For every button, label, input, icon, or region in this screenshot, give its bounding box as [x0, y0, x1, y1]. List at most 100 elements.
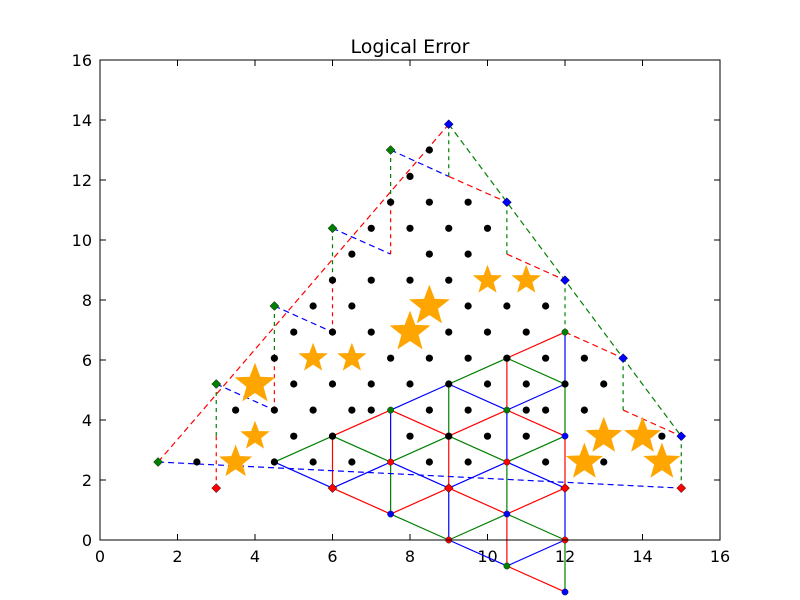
dot-marker — [425, 198, 433, 206]
x-tick-label: 10 — [477, 547, 497, 566]
lattice-vertex — [503, 458, 511, 466]
dot-marker — [387, 354, 395, 362]
star-marker — [643, 442, 681, 478]
dot-marker — [270, 354, 278, 362]
dot-marker — [328, 380, 337, 388]
star-marker — [585, 416, 623, 452]
star-marker — [565, 442, 603, 478]
boundary-edge — [564, 331, 624, 359]
boundary-edges — [157, 123, 682, 489]
dot-marker — [542, 406, 550, 414]
dot-marker — [464, 302, 472, 310]
boundary-edge — [158, 461, 682, 489]
plot-frame — [99, 59, 721, 541]
dot-marker — [542, 302, 550, 310]
lattice-edge — [506, 539, 566, 567]
diamond-marker — [618, 353, 628, 364]
lattice-edge — [390, 383, 449, 411]
dot-marker — [483, 328, 492, 336]
x-tick-label: 16 — [710, 547, 730, 566]
dot-marker — [367, 224, 375, 232]
lattice-edge — [390, 487, 449, 515]
lattice-edge — [506, 565, 566, 593]
y-tick-label: 12 — [72, 171, 92, 190]
diamond-marker — [327, 483, 338, 493]
dot-marker — [483, 224, 492, 232]
dot-marker — [522, 380, 530, 388]
lattice-vertex — [561, 432, 569, 440]
y-tick-label: 14 — [72, 111, 92, 130]
lattice-edge — [448, 513, 508, 541]
diamond-marker — [153, 457, 163, 467]
diamond-marker — [211, 483, 222, 493]
lattice-edge — [274, 461, 333, 489]
lattice-vertex — [561, 328, 569, 336]
x-tick-label: 2 — [172, 547, 182, 566]
star-marker — [240, 420, 270, 449]
x-tick-label: 8 — [405, 547, 415, 566]
lattice-vertex — [387, 458, 395, 466]
y-tick-label: 4 — [82, 411, 92, 430]
lattice-edge — [506, 435, 566, 463]
lattice-edge — [274, 435, 333, 463]
dot-marker — [483, 432, 492, 440]
lattice-edge — [332, 487, 391, 515]
star-marker — [511, 264, 541, 293]
dot-marker — [367, 406, 375, 414]
dot-marker — [425, 146, 433, 154]
lattice-edge — [390, 513, 449, 541]
diamond-marker — [502, 197, 512, 208]
lattice-vertex — [561, 588, 569, 596]
dot-marker — [309, 302, 317, 310]
x-tick-label: 14 — [632, 547, 652, 566]
dot-marker — [464, 406, 472, 414]
diamond-marker — [327, 223, 338, 234]
boundary-edge — [157, 123, 450, 463]
x-tick-label: 6 — [327, 547, 337, 566]
diamond-marker — [676, 431, 687, 442]
dot-marker — [348, 302, 356, 310]
lattice-edge — [506, 383, 566, 411]
dot-marker — [193, 458, 201, 466]
star-marker — [219, 444, 253, 477]
lattice-edge — [506, 461, 566, 489]
dot-marker — [425, 406, 433, 414]
lattice-edge — [448, 357, 508, 385]
diamond-marker — [560, 483, 570, 493]
lattice-edges — [274, 331, 566, 593]
dot-marker — [464, 354, 472, 362]
star-marker — [234, 362, 276, 402]
dot-marker — [561, 380, 569, 388]
dot-marker — [580, 354, 588, 362]
lattice-edge — [448, 487, 508, 515]
lattice-edge — [332, 461, 391, 489]
dot-marker — [522, 406, 530, 414]
lattice-edge — [332, 435, 391, 463]
dot-marker — [600, 380, 608, 388]
lattice-edge — [506, 409, 566, 437]
y-tick-label: 6 — [82, 351, 92, 370]
diamond-marker — [211, 379, 222, 389]
lattice-vertex — [387, 406, 395, 414]
dot-marker — [522, 432, 530, 440]
dot-marker — [464, 250, 472, 258]
dot-marker — [367, 276, 375, 284]
dot-marker — [348, 458, 356, 466]
dot-marker — [406, 380, 414, 388]
diamond-marker — [269, 301, 280, 311]
dot-marker — [658, 432, 666, 440]
lattice-edge — [506, 357, 566, 385]
dot-marker — [328, 328, 337, 336]
boundary-edge — [332, 227, 391, 255]
dot-marker — [406, 276, 414, 284]
dot-marker — [290, 328, 298, 336]
dot-marker — [522, 328, 530, 336]
star-marker — [624, 416, 661, 452]
diamond-marker — [676, 483, 687, 493]
dot-marker — [406, 224, 414, 232]
x-tick-label: 0 — [95, 547, 105, 566]
dot-marker — [483, 380, 492, 388]
lattice-edge — [448, 461, 508, 489]
